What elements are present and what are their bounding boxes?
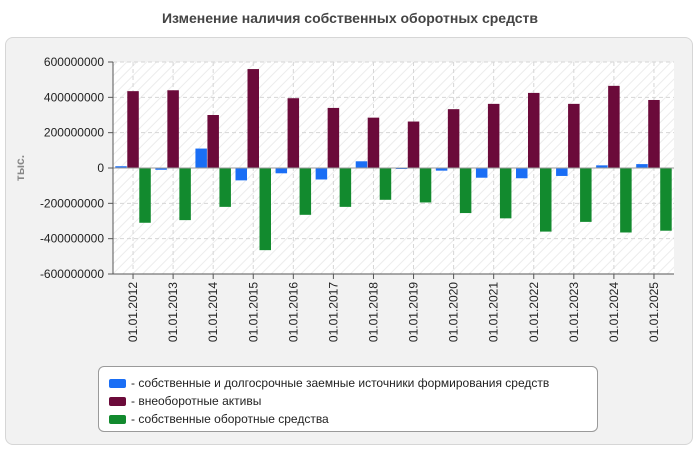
bar-series1-01.01.2020 <box>435 168 448 171</box>
bar-series2-01.01.2015 <box>247 69 259 168</box>
bar-series3-01.01.2014 <box>219 168 231 207</box>
legend-label-working-capital: - собственные оборотные средства <box>131 412 329 426</box>
bar-series3-01.01.2012 <box>139 168 151 223</box>
bars <box>115 69 672 251</box>
bar-series1-01.01.2025 <box>636 164 648 168</box>
bar-series2-01.01.2016 <box>287 98 300 168</box>
legend: - собственные и долгосрочные заемные ист… <box>98 366 598 432</box>
bar-series3-01.01.2020 <box>459 168 472 214</box>
bar-series1-01.01.2022 <box>516 168 528 179</box>
x-tick-label: 01.01.2023 <box>567 282 581 342</box>
x-tick-label: 01.01.2025 <box>647 282 661 342</box>
legend-item-sources: - собственные и долгосрочные заемные ист… <box>109 374 597 392</box>
bar-series1-01.01.2017 <box>315 168 328 180</box>
bar-series3-01.01.2018 <box>379 168 392 200</box>
bar-series2-01.01.2025 <box>648 99 660 168</box>
y-axis-label: тыс. <box>13 155 27 181</box>
legend-swatch-working-capital <box>109 414 126 424</box>
bar-series2-01.01.2018 <box>367 117 380 168</box>
axes: 600000000 400000000 200000000 0 -200000000 -4… <box>40 55 674 342</box>
y-tick-label: 600000000 <box>44 55 104 69</box>
y-tick-label: -200000000 <box>40 196 104 210</box>
bar-series2-01.01.2013 <box>167 90 179 168</box>
chart-title: Изменение наличия собственных оборотных … <box>161 10 539 26</box>
legend-swatch-sources <box>109 378 126 388</box>
bar-series3-01.01.2022 <box>540 168 552 232</box>
bar-series3-01.01.2013 <box>179 168 191 221</box>
bar-series2-01.01.2020 <box>447 109 460 168</box>
x-tick-label: 01.01.2024 <box>607 282 621 342</box>
x-tick-label: 01.01.2019 <box>407 282 421 342</box>
bar-series1-01.01.2015 <box>235 168 247 181</box>
x-tick-label: 01.01.2013 <box>166 282 180 342</box>
bar-series1-01.01.2014 <box>195 148 207 168</box>
bar-series1-01.01.2012 <box>115 166 127 168</box>
legend-item-noncurrent-assets: - внеоборотные активы <box>109 392 597 410</box>
bar-series1-01.01.2023 <box>556 168 568 176</box>
x-tick-label: 01.01.2012 <box>126 282 140 342</box>
bar-series2-01.01.2019 <box>407 121 420 168</box>
bar-series1-01.01.2013 <box>155 168 167 170</box>
bar-series1-01.01.2021 <box>475 168 488 178</box>
bar-series3-01.01.2017 <box>339 168 352 207</box>
x-tick-label: 01.01.2018 <box>366 282 380 342</box>
x-tick-label: 01.01.2021 <box>487 282 501 342</box>
y-tick-label: 200000000 <box>44 126 104 140</box>
y-tick-label: 400000000 <box>44 90 104 104</box>
bar-series3-01.01.2023 <box>580 168 592 222</box>
bar-series2-01.01.2012 <box>127 91 139 168</box>
bar-series3-01.01.2016 <box>299 168 312 215</box>
bar-series1-01.01.2018 <box>355 161 368 168</box>
bar-series2-01.01.2024 <box>608 85 620 168</box>
bar-series2-01.01.2022 <box>528 92 540 168</box>
bar-series2-01.01.2021 <box>487 103 500 168</box>
bar-series1-01.01.2024 <box>596 165 608 168</box>
bar-series1-01.01.2016 <box>275 168 288 174</box>
bar-series2-01.01.2014 <box>207 115 219 168</box>
bar-series2-01.01.2017 <box>327 107 340 168</box>
bar-series3-01.01.2019 <box>419 168 432 203</box>
x-tick-label: 01.01.2016 <box>286 282 300 342</box>
x-tick-label: 01.01.2014 <box>206 282 220 342</box>
y-tick-label: -600000000 <box>40 267 104 281</box>
legend-item-working-capital: - собственные оборотные средства <box>109 410 597 428</box>
x-tick-label: 01.01.2017 <box>326 282 340 342</box>
bar-series3-01.01.2021 <box>499 168 512 219</box>
legend-label-sources: - собственные и долгосрочные заемные ист… <box>131 376 550 390</box>
bar-series3-01.01.2025 <box>660 168 672 231</box>
y-tick-label: 0 <box>97 161 104 175</box>
bar-series2-01.01.2023 <box>568 103 580 168</box>
bar-series3-01.01.2024 <box>620 168 632 233</box>
y-tick-label: -400000000 <box>40 232 104 246</box>
x-tick-label: 01.01.2022 <box>527 282 541 342</box>
bar-series3-01.01.2015 <box>259 168 271 251</box>
legend-swatch-noncurrent-assets <box>109 396 126 406</box>
legend-label-noncurrent-assets: - внеоборотные активы <box>131 394 262 408</box>
x-tick-label: 01.01.2015 <box>246 282 260 342</box>
x-tick-label: 01.01.2020 <box>447 282 461 342</box>
